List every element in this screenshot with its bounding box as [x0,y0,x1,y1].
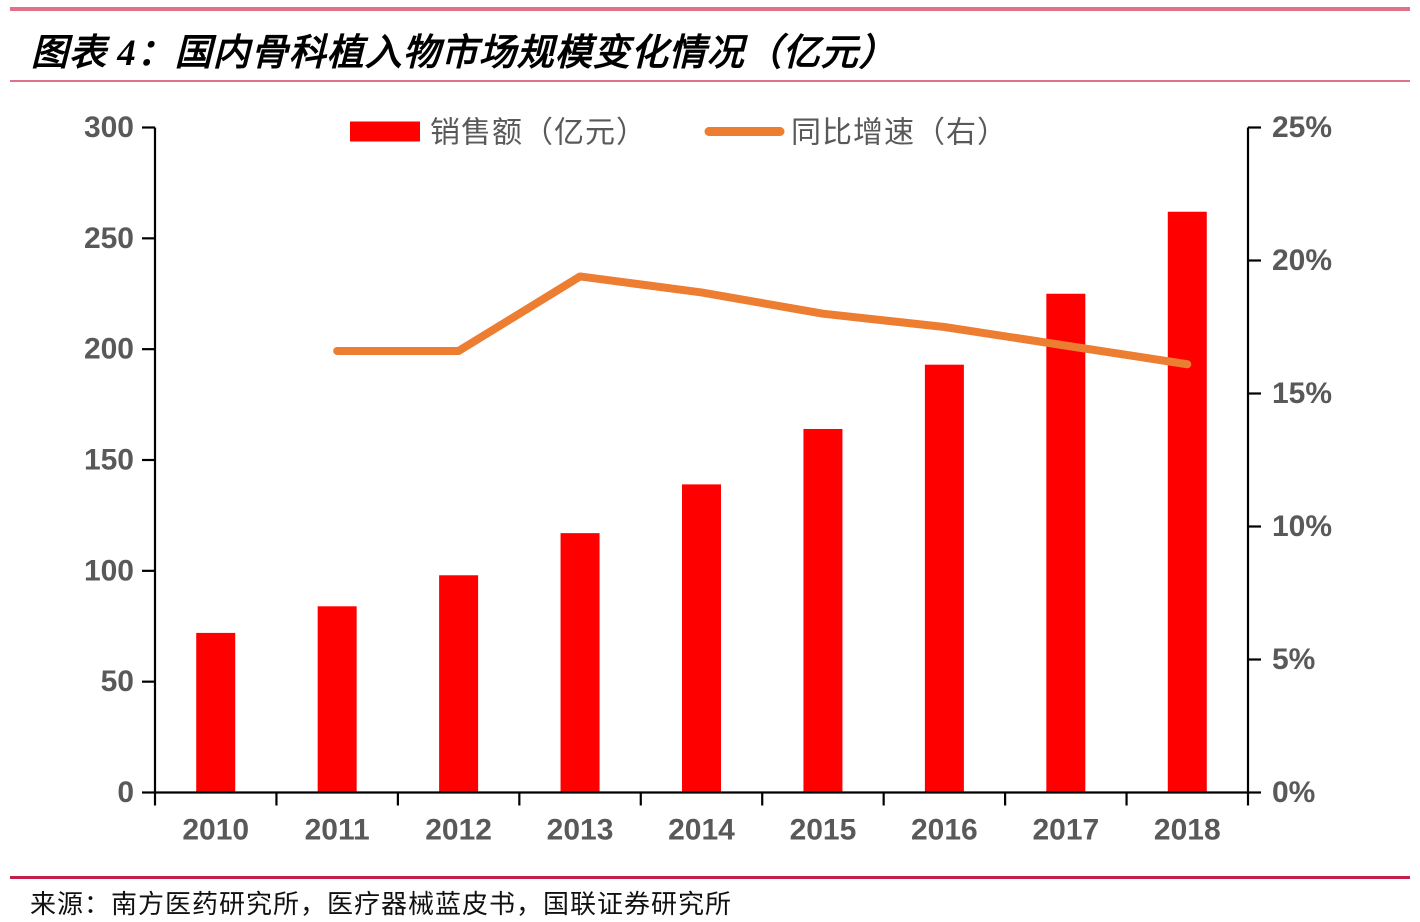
x-axis-label-2010: 2010 [182,814,249,847]
x-axis-label-2014: 2014 [668,814,735,847]
left-axis-label-100: 100 [84,554,134,587]
left-axis-label-0: 0 [117,776,134,809]
legend-line-label: 同比增速（右） [791,117,1008,150]
x-axis-label-2011: 2011 [305,814,370,847]
x-axis-label-2013: 2013 [547,814,614,847]
right-axis-label-0%: 0% [1272,776,1315,809]
right-axis-label-20%: 20% [1272,244,1332,277]
bar-2015 [803,428,843,793]
chart-title: 图表 4：国内骨科植入物市场规模变化情况（亿元） [31,33,897,74]
bar-2016 [924,364,964,793]
x-axis-label-2012: 2012 [425,814,492,847]
top-divider [10,7,1410,11]
growth-line [333,272,1192,369]
x-axis-label-2015: 2015 [790,814,857,847]
chart-svg: 0 50 100 150 200 250 300 0% 5% 10% 15% 20% 25% 2010 20… [84,111,1332,847]
x-axis-label-2016: 2016 [911,814,978,847]
legend-bar-label: 销售额（亿元） [430,117,647,150]
right-axis-label-15%: 15% [1272,377,1332,410]
bar-2018 [1167,211,1207,793]
left-axis-label-50: 50 [101,665,134,698]
bar-2014 [682,484,721,793]
right-axis-label-10%: 10% [1272,510,1332,543]
right-axis-label-25%: 25% [1272,111,1332,144]
source-note: 来源：南方医药研究所，医疗器械蓝皮书，国联证券研究所 [30,890,733,919]
footer-divider [10,876,1410,879]
left-axis-label-200: 200 [84,333,134,366]
legend-bar-swatch [350,121,420,142]
bar-2011 [317,606,357,793]
bar-2010 [196,632,236,793]
bar-2017 [1046,293,1086,793]
x-axis-label-2017: 2017 [1032,814,1099,847]
bar-2012 [439,575,479,793]
left-axis-label-250: 250 [84,222,134,255]
left-axis-label-150: 150 [84,444,134,477]
left-axis-label-300: 300 [84,111,134,144]
x-axis-label-2018: 2018 [1154,814,1221,847]
bar-2013 [560,533,600,793]
right-axis-label-5%: 5% [1272,643,1315,676]
title-divider [10,80,1410,82]
